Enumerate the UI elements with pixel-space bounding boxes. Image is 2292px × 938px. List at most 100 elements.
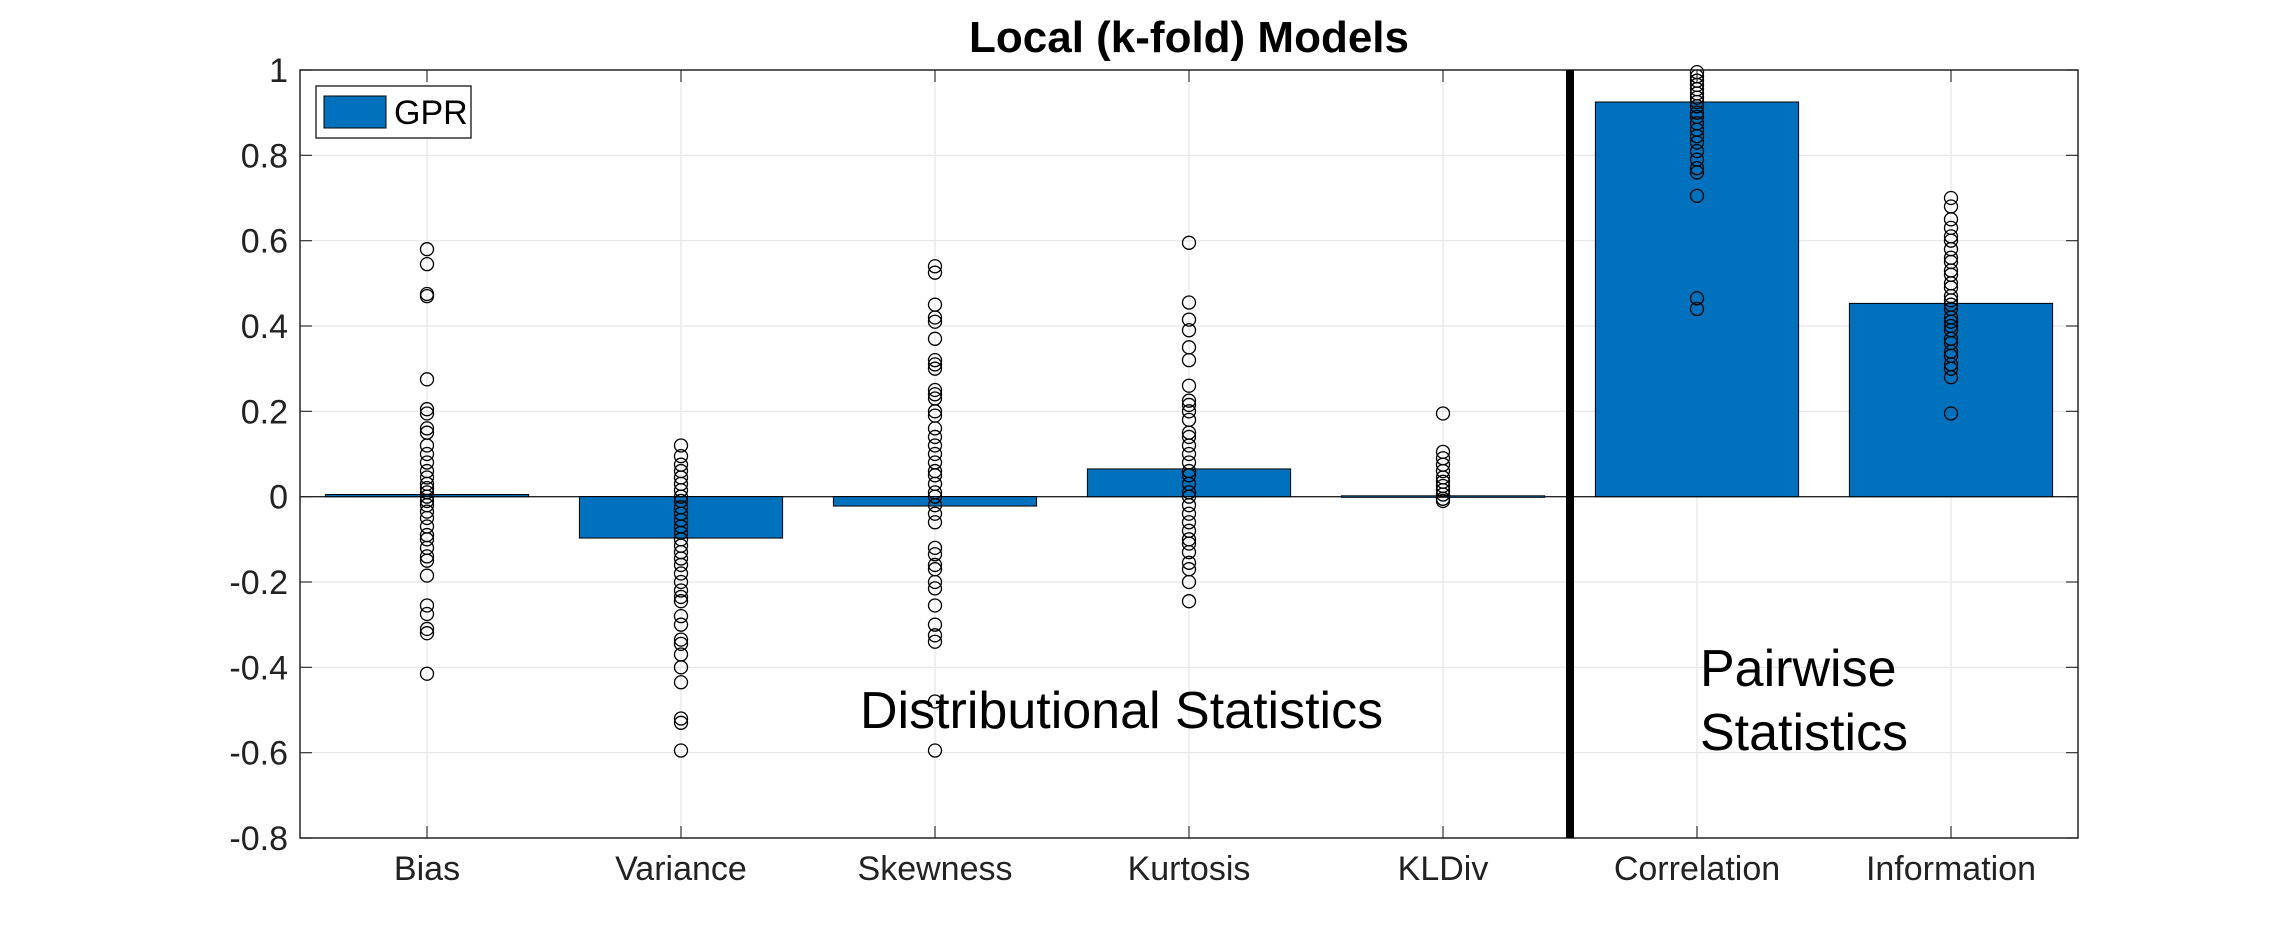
data-point: [1181, 468, 1197, 483]
data-point: [927, 446, 943, 462]
data-point: [1689, 94, 1705, 110]
data-point: [1689, 90, 1705, 105]
plot-area: 1 0.8 0.6 0.4 0.2 0 -0.2 -0.4 -0.6 -0.8 Bias Varian…: [229, 52, 2079, 888]
data-point: [419, 288, 435, 304]
data-point: [1943, 314, 1959, 329]
data-point: [927, 743, 943, 758]
data-point: [419, 446, 435, 462]
data-point: [927, 468, 943, 483]
x-tick-label: Information: [1866, 850, 2036, 888]
y-tick-label: 0.6: [241, 223, 288, 261]
data-point: [1435, 487, 1451, 502]
data-point: [1689, 160, 1705, 176]
data-point: [673, 574, 689, 590]
data-point: [927, 574, 943, 590]
data-point: [419, 621, 435, 637]
data-point: [673, 675, 689, 690]
bar-information: [1848, 302, 2054, 498]
data-point: [1689, 135, 1705, 150]
data-point: [927, 547, 943, 562]
data-point: [1181, 555, 1197, 570]
data-point: [419, 402, 435, 417]
data-point: [419, 372, 435, 387]
data-point: [1943, 406, 1959, 421]
y-tick-label: -0.2: [229, 564, 288, 602]
data-point: [1181, 515, 1197, 530]
data-point: [927, 331, 943, 346]
data-point: [419, 406, 435, 421]
data-point: [927, 617, 943, 632]
data-point: [1181, 235, 1197, 250]
data-point: [1943, 370, 1959, 385]
data-point: [673, 557, 689, 573]
data-point: [673, 743, 689, 758]
data-point: [1181, 323, 1197, 338]
data-point: [927, 352, 943, 368]
data-point: [1181, 438, 1197, 453]
data-point: [419, 455, 435, 470]
data-point: [1689, 105, 1705, 120]
data-point: [1181, 446, 1197, 462]
data-point: [1689, 143, 1705, 159]
data-point: [927, 540, 943, 556]
data-point: [1181, 352, 1197, 368]
data-point: [1435, 406, 1451, 421]
data-point: [419, 549, 435, 564]
y-tick-label: -0.8: [229, 820, 288, 858]
data-point: [419, 470, 435, 485]
data-point: [927, 581, 943, 596]
data-point: [673, 632, 689, 647]
data-point: [419, 493, 435, 509]
data-point: [927, 489, 943, 504]
data-point: [927, 421, 943, 436]
data-point: [1943, 212, 1959, 227]
data-point: [419, 504, 435, 519]
data-point: [1689, 301, 1705, 317]
data-point: [927, 382, 943, 398]
data-point: [1689, 165, 1705, 180]
annotation-distributional-statistics: Distributional Statistics: [860, 682, 1383, 740]
data-point: [927, 361, 943, 376]
data-point: [1943, 293, 1959, 308]
data-point: [673, 608, 689, 624]
data-point: [927, 404, 943, 419]
bar-correlation: [1594, 101, 1800, 498]
data-point: [419, 626, 435, 641]
data-point: [419, 598, 435, 613]
data-point: [1689, 291, 1705, 306]
data-point: [673, 489, 689, 504]
x-tick-label: Kurtosis: [1128, 850, 1251, 888]
data-point: [1689, 99, 1705, 114]
data-point: [419, 421, 435, 436]
bar-kurtosis: [1086, 468, 1292, 498]
data-point: [673, 566, 689, 581]
data-point: [1435, 493, 1451, 509]
data-point: [673, 589, 689, 605]
y-tick-label: -0.6: [229, 735, 288, 773]
data-point: [1181, 536, 1197, 551]
data-point: [419, 568, 435, 583]
data-point: [927, 694, 943, 709]
data-point: [927, 438, 943, 453]
data-point: [927, 628, 943, 643]
legend-label-gpr: GPR: [394, 94, 468, 132]
data-point: [1181, 574, 1197, 590]
data-point: [1181, 393, 1197, 408]
data-point: [673, 483, 689, 498]
legend-swatch-gpr: [323, 95, 387, 129]
data-point: [1435, 463, 1451, 479]
data-point: [927, 506, 943, 521]
annotation-statistics: Statistics: [1700, 704, 1908, 762]
data-point: [673, 438, 689, 453]
x-tick-label: Skewness: [858, 850, 1013, 888]
data-point: [927, 598, 943, 613]
data-point: [673, 617, 689, 632]
data-point: [1181, 397, 1197, 413]
y-tick-label: 0.8: [241, 137, 288, 175]
data-point: [419, 553, 435, 568]
data-point: [419, 532, 435, 547]
data-point: [673, 551, 689, 566]
data-point: [927, 515, 943, 530]
x-tick-label: KLDiv: [1398, 850, 1489, 888]
